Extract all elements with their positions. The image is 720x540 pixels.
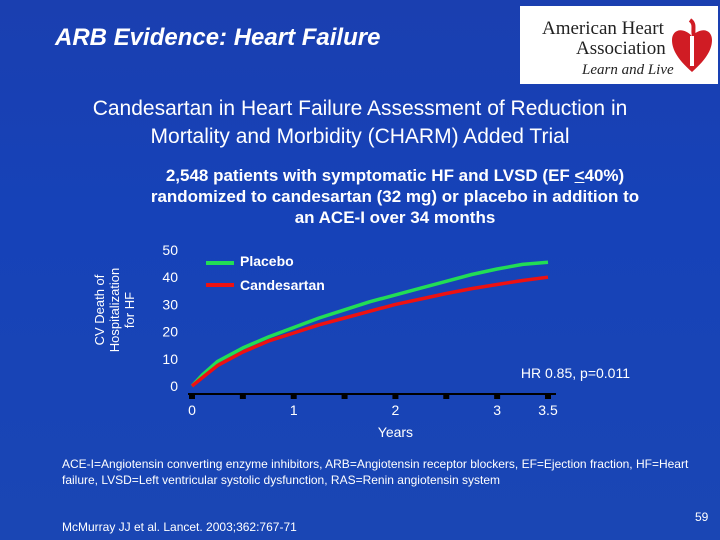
heart-torch-icon: [672, 18, 712, 72]
x-minor-tick: [239, 394, 246, 399]
y-tick-label: 50: [162, 242, 178, 258]
subtitle-line2: Mortality and Morbidity (CHARM) Added Tr…: [150, 125, 570, 148]
y-axis-label-line: for HF: [122, 292, 137, 328]
series-line-placebo: [190, 260, 549, 388]
y-tick-label: 30: [162, 296, 178, 312]
desc-line3: an ACE-I over 34 months: [294, 208, 496, 227]
hr-annotation: HR 0.85, p=0.011: [521, 365, 630, 381]
study-description: 2,548 patients with symptomatic HF and L…: [90, 165, 700, 228]
x-tick-label: 1: [290, 402, 298, 418]
desc-line1-ul: <: [574, 166, 585, 185]
desc-line1: 2,548 patients with symptomatic HF and L…: [90, 165, 700, 186]
logo-line2: Association: [576, 38, 666, 59]
y-tick-label: 0: [170, 378, 178, 394]
y-tick-label: 40: [162, 269, 178, 285]
logo-line1: American Heart: [542, 18, 664, 39]
y-tick-label: 10: [162, 351, 178, 367]
reference: McMurray JJ et al. Lancet. 2003;362:767-…: [62, 520, 297, 534]
x-tick-mark: [545, 394, 551, 399]
series-line-candesartan: [190, 275, 549, 388]
subtitle-line1: Candesartan in Heart Failure Assessment …: [92, 97, 628, 120]
y-axis-label-line: Hospitalization: [107, 268, 122, 353]
desc-line2: randomized to candesartan (32 mg) or pla…: [150, 187, 640, 206]
x-minor-tick: [443, 394, 450, 399]
legend-label-candesartan: Candesartan: [240, 277, 325, 293]
x-tick-mark: [494, 394, 501, 399]
y-tick-label: 20: [162, 324, 178, 340]
legend-label-placebo: Placebo: [240, 253, 294, 269]
x-minor-tick: [341, 394, 348, 399]
abbreviations-footnote: ACE-I=Angiotensin converting enzyme inhi…: [62, 457, 689, 487]
y-axis-label-line: CV Death of: [92, 274, 107, 345]
x-axis-label: Years: [378, 424, 413, 440]
x-tick-mark: [189, 394, 195, 399]
x-tick-mark: [290, 394, 297, 399]
page-number: 59: [695, 510, 709, 524]
desc-line1-post: 40%): [584, 166, 625, 185]
desc-line1-pre: 2,548 patients with symptomatic HF and L…: [165, 166, 575, 185]
logo-tagline: Learn and Live: [582, 62, 674, 78]
x-tick-label: 0: [188, 402, 196, 418]
x-tick-label: 3: [493, 402, 501, 418]
x-tick-label: 2: [392, 402, 400, 418]
slide-title: ARB Evidence: Heart Failure: [55, 24, 381, 51]
aha-logo: American Heart Association Learn and Liv…: [520, 6, 718, 84]
x-tick-label: 3.5: [538, 402, 558, 418]
chart-subtitle: Candesartan in Heart Failure Assessment …: [0, 95, 720, 151]
x-tick-mark: [392, 394, 399, 399]
